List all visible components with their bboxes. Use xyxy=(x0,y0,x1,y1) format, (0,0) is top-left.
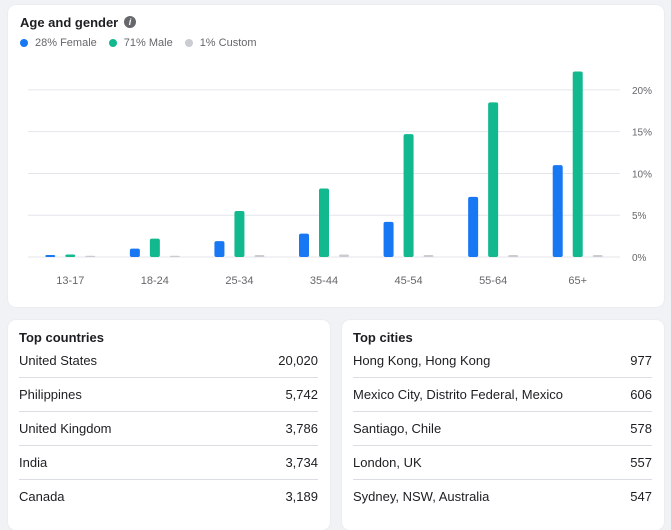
bar-custom xyxy=(254,255,265,257)
y-tick-label: 5% xyxy=(632,211,647,222)
age-gender-bar-chart: 0% 5% 10% 15% 20% 13-17 18-24 25-34 35-44 45-54 55… xyxy=(28,71,652,287)
bar-male xyxy=(403,134,414,257)
y-tick-label: 20% xyxy=(632,86,652,97)
list-item: Santiago, Chile 578 xyxy=(353,412,652,446)
country-name: Canada xyxy=(19,489,65,504)
bar-custom xyxy=(423,255,434,257)
legend-label-female: 28% Female xyxy=(35,37,97,49)
country-name: United Kingdom xyxy=(19,421,112,436)
legend-label-male: 71% Male xyxy=(123,37,173,49)
country-name: United States xyxy=(19,353,98,368)
list-item: United Kingdom 3,786 xyxy=(19,412,318,446)
bar-female xyxy=(383,221,394,257)
bar-custom xyxy=(169,255,180,257)
bar-male xyxy=(319,188,329,257)
top-countries-title: Top countries xyxy=(19,330,104,345)
bar-custom xyxy=(339,254,349,257)
bar-male xyxy=(234,211,245,257)
bar-female xyxy=(214,241,225,257)
bar-male xyxy=(488,102,499,257)
x-tick-label: 13-17 xyxy=(56,275,84,287)
y-tick-label: 10% xyxy=(632,169,652,180)
x-tick-label: 55-64 xyxy=(479,275,507,287)
custom-dot-icon xyxy=(184,39,193,47)
country-value: 3,734 xyxy=(285,455,318,470)
city-name: Sydney, NSW, Australia xyxy=(353,489,490,504)
city-value: 557 xyxy=(630,455,652,470)
city-value: 578 xyxy=(630,421,652,436)
bar-female xyxy=(129,248,140,257)
x-tick-label: 35-44 xyxy=(310,275,338,287)
top-countries-card: Top countries United States 20,020 Phili… xyxy=(8,320,330,530)
list-item: London, UK 557 xyxy=(353,446,652,480)
list-item: Mexico City, Distrito Federal, Mexico 60… xyxy=(353,378,652,412)
x-tick-label: 18-24 xyxy=(141,275,169,287)
bar-custom xyxy=(85,255,96,257)
legend-item-custom[interactable]: 1% Custom xyxy=(184,37,257,49)
age-gender-title: Age and gender xyxy=(20,15,119,30)
bar-custom xyxy=(592,255,603,257)
list-item: Hong Kong, Hong Kong 977 xyxy=(353,344,652,378)
list-item: India 3,734 xyxy=(19,446,318,480)
bar-male xyxy=(65,254,76,257)
bar-female xyxy=(552,165,563,257)
top-cities-card: Top cities Hong Kong, Hong Kong 977 Mexi… xyxy=(342,320,664,530)
info-icon[interactable]: i xyxy=(124,16,136,28)
male-dot-icon xyxy=(108,39,117,47)
country-value: 3,189 xyxy=(285,489,318,504)
list-item: Canada 3,189 xyxy=(19,480,318,513)
female-dot-icon xyxy=(20,39,28,47)
chart-legend: 28% Female 71% Male 1% Custom xyxy=(20,37,257,49)
country-name: India xyxy=(19,455,48,470)
y-tick-label: 15% xyxy=(632,128,652,139)
bar-male xyxy=(572,71,583,257)
country-value: 5,742 xyxy=(285,387,318,402)
bar-male xyxy=(149,238,160,257)
top-cities-list: Hong Kong, Hong Kong 977 Mexico City, Di… xyxy=(353,344,652,513)
bar-female xyxy=(299,233,309,257)
city-value: 547 xyxy=(630,489,652,504)
bar-female xyxy=(468,196,479,257)
bar-female xyxy=(45,255,56,257)
legend-item-female[interactable]: 28% Female xyxy=(20,37,97,49)
y-tick-label: 0% xyxy=(632,253,647,264)
top-cities-title: Top cities xyxy=(353,330,413,345)
x-tick-label: 25-34 xyxy=(225,275,253,287)
city-name: Hong Kong, Hong Kong xyxy=(353,353,491,368)
x-tick-label: 45-54 xyxy=(395,275,423,287)
country-value: 3,786 xyxy=(285,421,318,436)
list-item: Philippines 5,742 xyxy=(19,378,318,412)
city-value: 977 xyxy=(630,353,652,368)
city-name: London, UK xyxy=(353,455,422,470)
age-gender-card: Age and gender i 28% Female 71% Male 1% … xyxy=(8,5,664,307)
x-tick-label: 65+ xyxy=(568,275,587,287)
country-value: 20,020 xyxy=(278,353,318,368)
city-name: Mexico City, Distrito Federal, Mexico xyxy=(353,387,563,402)
list-item: United States 20,020 xyxy=(19,344,318,378)
country-name: Philippines xyxy=(19,387,82,402)
city-name: Santiago, Chile xyxy=(353,421,442,436)
city-value: 606 xyxy=(630,387,652,402)
bar-custom xyxy=(508,255,519,257)
list-item: Sydney, NSW, Australia 547 xyxy=(353,480,652,513)
legend-item-male[interactable]: 71% Male xyxy=(108,37,173,49)
legend-label-custom: 1% Custom xyxy=(199,37,257,49)
top-countries-list: United States 20,020 Philippines 5,742 U… xyxy=(19,344,318,513)
